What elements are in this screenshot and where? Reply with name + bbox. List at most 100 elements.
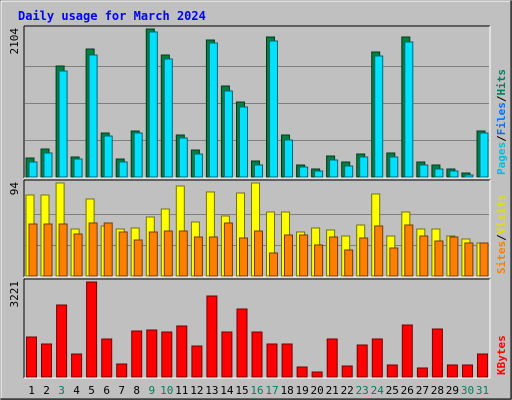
bar-files-day-19 — [299, 166, 309, 178]
bar-files-day-18 — [284, 139, 293, 178]
bar-files-day-17 — [269, 40, 278, 178]
bar-kbytes-day-14 — [221, 331, 233, 378]
bar-files-day-24 — [374, 55, 384, 178]
bar-files-day-1 — [28, 161, 38, 178]
bar-sites-day-2 — [43, 223, 53, 277]
bar-sites-day-13 — [208, 236, 218, 277]
bar-files-day-10 — [163, 58, 173, 178]
legend-entry: Files — [495, 102, 508, 135]
bar-sites-day-27 — [419, 235, 429, 277]
bar-files-day-16 — [254, 164, 263, 178]
day-label-3: 3 — [58, 384, 65, 397]
bar-kbytes-day-22 — [341, 365, 353, 378]
legend-entry: Sites — [495, 241, 508, 274]
bar-files-day-27 — [419, 164, 429, 178]
bar-kbytes-day-17 — [266, 343, 278, 378]
bar-sites-day-22 — [344, 249, 354, 277]
day-label-27: 27 — [416, 384, 429, 397]
bar-sites-day-15 — [239, 237, 248, 277]
bar-files-day-23 — [359, 156, 369, 178]
legend-entry: KBytes — [495, 335, 508, 375]
bar-files-day-12 — [193, 153, 203, 178]
bar-sites-day-21 — [329, 236, 339, 277]
bar-sites-day-9 — [148, 231, 158, 277]
bar-kbytes-day-27 — [416, 367, 428, 378]
day-label-2: 2 — [43, 384, 50, 397]
bar-files-day-15 — [239, 106, 248, 178]
panel-kbytes: 3221 KBytes — [8, 278, 508, 379]
bar-files-day-11 — [178, 137, 188, 178]
bar-sites-day-26 — [404, 224, 414, 277]
day-label-26: 26 — [401, 384, 414, 397]
bar-kbytes-day-15 — [236, 308, 248, 378]
bar-sites-day-23 — [359, 237, 369, 277]
legend-entry: Visits — [495, 195, 508, 235]
bar-kbytes-day-31 — [477, 353, 488, 378]
bar-files-day-3 — [58, 70, 68, 178]
bar-kbytes-day-20 — [311, 371, 323, 378]
day-label-10: 10 — [160, 384, 173, 397]
day-label-20: 20 — [310, 384, 323, 397]
bar-kbytes-day-24 — [371, 338, 383, 378]
day-label-18: 18 — [280, 384, 293, 397]
bar-kbytes-day-29 — [446, 364, 458, 378]
bar-files-day-29 — [449, 170, 459, 178]
bar-files-day-7 — [118, 161, 128, 178]
bar-kbytes-day-28 — [431, 328, 443, 378]
bar-sites-day-29 — [449, 236, 459, 277]
bar-files-day-8 — [133, 132, 143, 178]
day-label-25: 25 — [386, 384, 399, 397]
legend-entry: / — [495, 135, 508, 142]
bar-kbytes-day-18 — [281, 343, 293, 378]
series-sites — [28, 222, 489, 277]
day-label-22: 22 — [341, 384, 354, 397]
bar-kbytes-day-19 — [296, 366, 308, 378]
y-max-label: 3221 — [8, 281, 21, 308]
bar-sites-day-4 — [73, 233, 83, 277]
bar-kbytes-day-16 — [251, 331, 263, 378]
day-label-30: 30 — [461, 384, 474, 397]
bar-kbytes-day-25 — [386, 364, 398, 378]
day-label-23: 23 — [356, 384, 369, 397]
bar-kbytes-day-13 — [206, 295, 218, 378]
bar-kbytes-day-4 — [71, 353, 83, 378]
panel-visits: 94 Sites/Visits — [8, 179, 508, 278]
bar-kbytes-day-30 — [462, 364, 473, 378]
day-label-31: 31 — [476, 384, 489, 397]
day-label-29: 29 — [446, 384, 459, 397]
day-label-12: 12 — [190, 384, 203, 397]
day-label-8: 8 — [133, 384, 140, 397]
legend-entry: / — [495, 234, 508, 241]
chart-title: Daily usage for March 2024 — [18, 9, 206, 23]
bar-kbytes-day-23 — [356, 344, 368, 378]
bar-sites-day-30 — [464, 242, 474, 277]
bar-files-day-31 — [479, 132, 489, 178]
legend-traffic: Pages/Files/Hits — [495, 69, 508, 175]
legend-visits: Sites/Visits — [495, 195, 508, 275]
bar-sites-day-6 — [103, 222, 113, 277]
day-label-7: 7 — [118, 384, 125, 397]
day-label-15: 15 — [235, 384, 248, 397]
bar-sites-day-11 — [178, 230, 188, 277]
bar-kbytes-day-12 — [191, 345, 203, 378]
day-label-11: 11 — [175, 384, 188, 397]
day-label-24: 24 — [371, 384, 385, 397]
day-label-14: 14 — [220, 384, 234, 397]
bar-files-day-13 — [208, 42, 218, 178]
y-max-label: 94 — [8, 182, 21, 196]
bar-kbytes-day-8 — [131, 330, 143, 378]
bar-kbytes-day-26 — [401, 324, 413, 378]
legend-entry: Pages — [495, 142, 508, 175]
bar-sites-day-3 — [58, 223, 68, 277]
bar-files-day-30 — [464, 174, 474, 178]
bar-files-day-20 — [314, 170, 324, 178]
day-label-1: 1 — [28, 384, 35, 397]
bar-kbytes-day-7 — [116, 363, 128, 378]
series-files — [28, 31, 489, 178]
bar-kbytes-day-11 — [176, 325, 188, 378]
day-label-21: 21 — [326, 384, 339, 397]
bar-files-day-28 — [434, 168, 444, 178]
day-label-19: 19 — [295, 384, 308, 397]
bar-sites-day-18 — [284, 234, 293, 277]
